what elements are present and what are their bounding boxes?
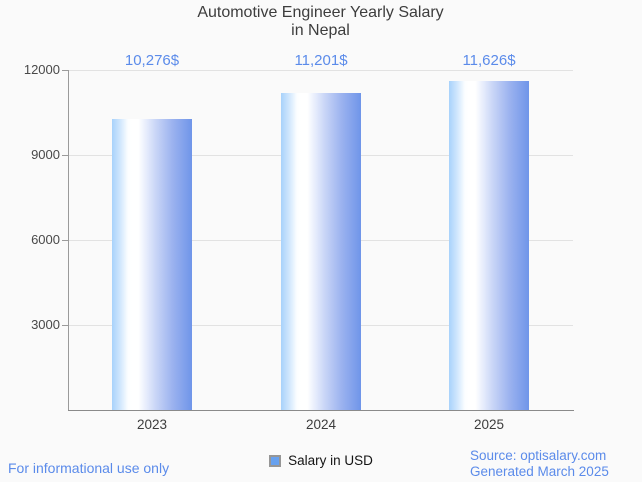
bar-2025: [449, 81, 529, 410]
footer-source-line2: Generated March 2025: [470, 464, 609, 479]
y-tick-mark-6000: [62, 240, 68, 241]
bar-2023: [112, 119, 192, 410]
value-label-2023: 10,276$: [124, 52, 180, 69]
y-tick-label-12000: 12000: [23, 62, 60, 77]
legend: Salary in USD: [0, 453, 642, 468]
y-tick-mark-12000: [62, 70, 68, 71]
chart-title-line1: Automotive Engineer Yearly Salary: [197, 4, 444, 21]
y-tick-mark-3000: [62, 325, 68, 326]
gridline-12000: [69, 70, 573, 71]
y-tick-mark-9000: [62, 155, 68, 156]
bar-2024: [281, 93, 361, 410]
footer-source: Source: optisalary.com Generated March 2…: [470, 448, 609, 480]
value-label-2025: 11,626$: [462, 52, 516, 69]
footer-source-line1: Source: optisalary.com: [470, 448, 607, 463]
legend-swatch: [269, 454, 282, 467]
y-axis-line: [68, 70, 69, 411]
x-tick-label-2025: 2025: [473, 417, 505, 432]
legend-label: Salary in USD: [288, 453, 373, 468]
y-tick-label-6000: 6000: [31, 232, 60, 247]
chart-title: Automotive Engineer Yearly Salary in Nep…: [68, 4, 573, 40]
y-tick-label-9000: 9000: [31, 147, 60, 162]
footer-disclaimer: For informational use only: [8, 460, 170, 476]
x-axis-line: [68, 410, 574, 411]
x-tick-label-2023: 2023: [136, 417, 168, 432]
x-tick-label-2024: 2024: [305, 417, 337, 432]
value-label-2024: 11,201$: [294, 52, 348, 69]
y-tick-label-3000: 3000: [31, 317, 60, 332]
chart-title-line2: in Nepal: [291, 22, 350, 39]
